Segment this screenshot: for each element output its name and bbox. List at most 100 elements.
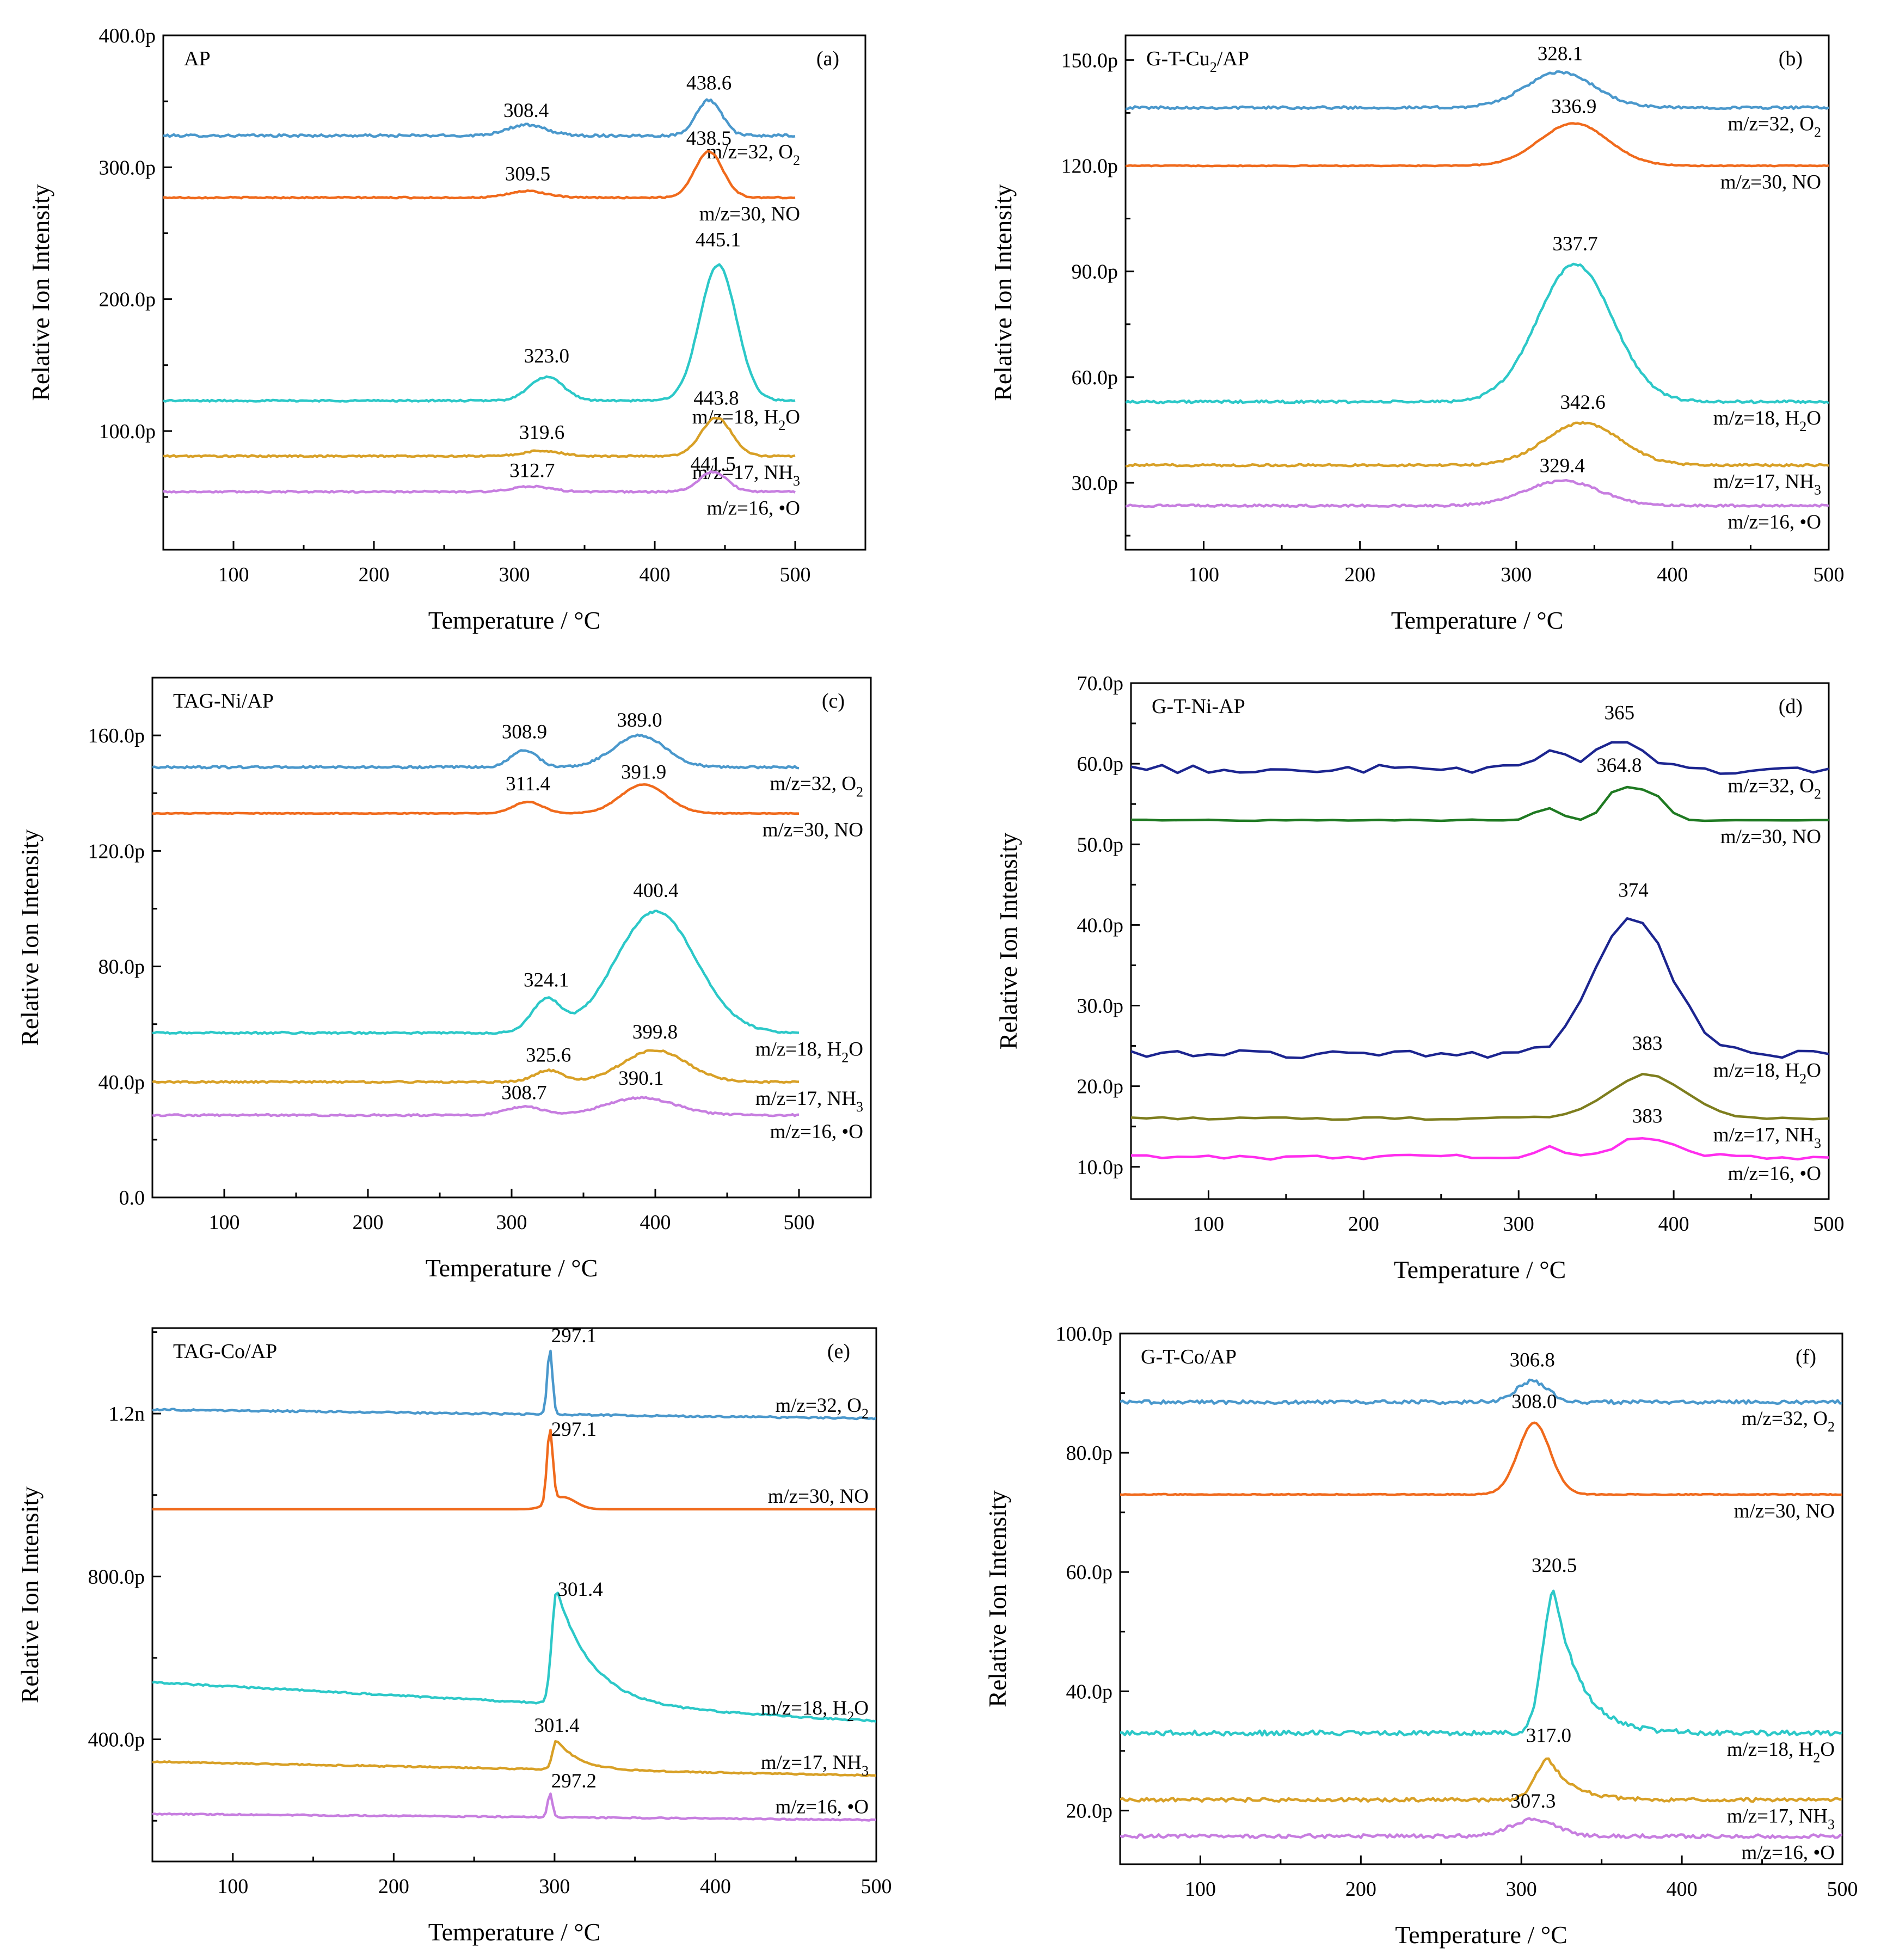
y-tick-label: 80.0p [1066,1442,1113,1465]
x-tick-label: 300 [499,563,530,586]
y-tick-label: 100.0p [1056,1323,1113,1345]
y-tick-label: 40.0p [1066,1680,1113,1703]
x-tick-label: 400 [1658,1213,1689,1236]
series-label: m/z=18, H2O [1727,1738,1835,1766]
x-tick-label: 300 [1503,1213,1534,1236]
peak-label: 336.9 [1551,95,1596,118]
panel-title: TAG-Ni/AP [173,690,274,712]
series-line-e-1 [152,1428,876,1511]
y-tick-label: 40.0p [1077,914,1124,937]
series-label: m/z=16, •O [1741,1842,1835,1864]
y-tick-label: 160.0p [88,724,145,747]
series-label: m/z=32, O2 [770,772,863,800]
series-line-b-4 [1126,478,1829,508]
x-tick-label: 400 [640,563,671,586]
y-axis-title: Relative Ion Intensity [16,829,44,1046]
series-line-e-4 [152,1792,876,1822]
x-tick-label: 300 [496,1211,527,1234]
panel-tag: (d) [1779,695,1803,718]
panel-tag: (f) [1796,1345,1816,1368]
x-axis-title: Temperature / °C [1394,1256,1566,1283]
peak-label: 445.1 [696,229,741,251]
series-line-b-2 [1126,262,1829,404]
x-axis-title: Temperature / °C [426,1254,598,1282]
x-tick-label: 100 [1188,563,1219,586]
peak-label: 389.0 [617,709,662,732]
y-tick-label: 10.0p [1077,1156,1124,1179]
series-label: m/z=17, NH3 [755,1087,863,1115]
peak-label: 308.4 [503,100,549,122]
peak-label: 383 [1632,1033,1663,1055]
series-line-f-1 [1120,1421,1842,1496]
series-label: m/z=32, O2 [706,141,800,168]
x-tick-label: 200 [1344,563,1375,586]
y-tick-label: 120.0p [88,840,145,863]
peak-label: 438.6 [686,72,732,94]
series-line-a-3 [163,416,796,458]
x-tick-label: 500 [780,563,811,586]
y-tick-label: 100.0p [99,420,156,443]
x-tick-label: 100 [1185,1878,1216,1901]
panel-title: G-T-Co/AP [1141,1345,1237,1368]
series-label: m/z=16, •O [770,1121,863,1143]
y-tick-label: 200.0p [99,288,156,311]
x-tick-label: 400 [700,1875,731,1898]
panel-c: 100 200 300 400 500 0.0 40.0p 80.0p 120.0p 160.0p… [16,677,872,1282]
x-tick-label: 300 [539,1875,570,1898]
peak-label: 308.9 [502,721,547,743]
peak-label: 383 [1632,1105,1663,1127]
series-label: m/z=32, O2 [1728,775,1821,802]
y-tick-label: 800.0p [88,1565,145,1588]
peak-label: 312.7 [509,460,555,482]
y-tick-label: 70.0p [1077,672,1124,695]
peak-label: 364.8 [1596,754,1642,777]
x-tick-label: 300 [1506,1878,1537,1901]
series-label: m/z=30, NO [1720,171,1821,193]
series-line-c-0 [152,733,800,770]
peak-label: 301.4 [558,1578,603,1601]
y-tick-label: 120.0p [1061,155,1118,177]
peak-label: 342.6 [1560,391,1605,414]
series-line-c-3 [152,1049,799,1084]
series-label: m/z=16, •O [1728,511,1821,533]
x-tick-label: 400 [640,1211,671,1234]
y-tick-label: 20.0p [1066,1799,1113,1822]
y-tick-label: 80.0p [99,956,145,979]
y-axis-title: Relative Ion Intensity [994,833,1022,1050]
y-tick-label: 90.0p [1072,261,1118,284]
panel-tag: (e) [827,1340,850,1363]
peak-label: 337.7 [1552,233,1597,255]
x-tick-label: 100 [218,563,249,586]
peak-label: 328.1 [1538,42,1583,65]
x-tick-label: 100 [217,1875,248,1898]
panel-tag: (a) [816,47,839,70]
peak-label: 443.8 [693,387,739,409]
series-label: m/z=30, NO [699,203,800,225]
series-line-f-4 [1120,1817,1842,1840]
series-label: m/z=32, O2 [775,1394,869,1422]
panel-a: 100 200 300 400 500 100.0p 200.0p 300.0p 400.0p T… [27,24,866,634]
panel-tag: (c) [822,690,845,712]
y-tick-label: 400.0p [88,1729,145,1752]
series-line-a-4 [163,470,796,494]
x-tick-label: 500 [784,1211,815,1234]
series-label: m/z=17, NH3 [1727,1805,1835,1833]
series-label: m/z=17, NH3 [761,1752,869,1779]
peak-label: 297.1 [551,1418,597,1441]
y-tick-label: 150.0p [1061,49,1118,72]
x-tick-label: 500 [861,1875,892,1898]
x-tick-label: 100 [1193,1213,1224,1236]
peak-label: 319.6 [519,421,564,444]
y-tick-label: 20.0p [1077,1076,1124,1098]
series-line-e-0 [152,1349,876,1421]
y-axis-title: Relative Ion Intensity [27,184,54,401]
series-line-c-4 [152,1096,800,1117]
x-tick-label: 500 [1814,563,1845,586]
x-axis-title: Temperature / °C [1395,1921,1568,1949]
x-axis-title: Temperature / °C [428,1918,601,1946]
series-label: m/z=30, NO [768,1485,869,1508]
series-label: m/z=16, •O [775,1796,869,1818]
panel-b: 100 200 300 400 500 30.0p 60.0p 90.0p 120.0p 150.… [989,34,1845,634]
